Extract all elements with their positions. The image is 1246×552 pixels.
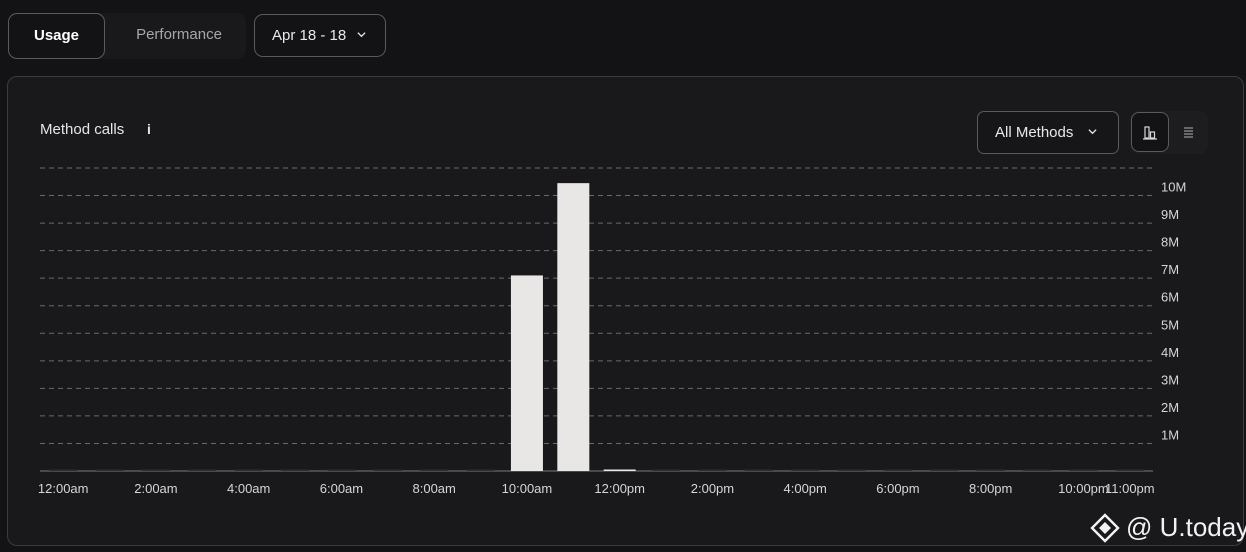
y-tick-label: 10M <box>1161 180 1186 195</box>
x-tick-label: 11:00pm <box>1105 481 1155 496</box>
x-tick-label: 8:00am <box>413 481 456 496</box>
bar-chart-icon <box>1143 126 1157 140</box>
y-tick-label: 6M <box>1161 290 1179 305</box>
zero-bar <box>141 469 170 471</box>
zero-bar <box>1023 469 1052 471</box>
zero-bar <box>1115 469 1144 471</box>
y-tick-label: 3M <box>1161 372 1179 387</box>
zero-bar <box>1069 469 1098 471</box>
x-tick-label: 10:00pm <box>1058 481 1109 496</box>
methods-dropdown[interactable]: All Methods <box>977 111 1119 154</box>
bar <box>557 183 590 471</box>
y-tick-label: 8M <box>1161 235 1179 250</box>
chart-title: Method calls <box>40 121 125 138</box>
date-range-label: Apr 18 - 18 <box>272 27 347 44</box>
zero-bar <box>188 469 217 471</box>
utoday-logo-icon <box>1090 513 1120 543</box>
y-tick-label: 2M <box>1161 400 1179 415</box>
zero-bar <box>281 469 310 471</box>
zero-bar <box>744 469 773 471</box>
x-tick-label: 6:00pm <box>876 481 919 496</box>
y-tick-label: 4M <box>1161 345 1179 360</box>
list-view-button[interactable] <box>1172 112 1206 152</box>
x-tick-label: 2:00am <box>134 481 177 496</box>
watermark-text: @ U.today <box>1126 512 1246 542</box>
zero-bar <box>327 469 356 471</box>
chevron-down-icon <box>357 32 366 38</box>
zero-bar <box>698 469 727 471</box>
zero-bar <box>976 469 1005 471</box>
x-tick-label: 4:00pm <box>784 481 827 496</box>
chevron-down-icon <box>1088 129 1097 135</box>
date-range-dropdown[interactable]: Apr 18 - 18 <box>254 14 386 57</box>
x-tick-label: 10:00am <box>502 481 553 496</box>
zero-bar <box>49 469 78 471</box>
bar <box>603 469 636 471</box>
methods-dropdown-label: All Methods <box>995 124 1074 141</box>
bar <box>510 275 543 471</box>
zero-bar <box>791 469 820 471</box>
y-tick-label: 5M <box>1161 317 1179 332</box>
zero-bar <box>652 469 681 471</box>
y-tick-label: 1M <box>1161 427 1179 442</box>
zero-bar <box>420 469 449 471</box>
method-calls-panel <box>7 76 1244 546</box>
y-tick-label: 7M <box>1161 262 1179 277</box>
y-tick-label: 9M <box>1161 207 1179 222</box>
x-tick-label: 4:00am <box>227 481 270 496</box>
bar-view-button[interactable] <box>1131 112 1169 152</box>
zero-bar <box>95 469 124 471</box>
zero-bar <box>373 469 402 471</box>
tab-usage[interactable]: Usage <box>8 13 105 59</box>
zero-bar <box>234 469 263 471</box>
list-icon <box>1184 127 1193 138</box>
x-tick-label: 12:00am <box>38 481 89 496</box>
view-tabs: Usage Performance <box>8 13 246 59</box>
x-tick-label: 8:00pm <box>969 481 1012 496</box>
zero-bar <box>930 469 959 471</box>
zero-bar <box>883 469 912 471</box>
x-tick-label: 2:00pm <box>691 481 734 496</box>
info-icon[interactable]: i <box>147 121 151 137</box>
x-tick-label: 12:00pm <box>594 481 645 496</box>
x-tick-label: 6:00am <box>320 481 363 496</box>
zero-bar <box>837 469 866 471</box>
tab-performance[interactable]: Performance <box>136 26 222 43</box>
zero-bar <box>466 469 495 471</box>
